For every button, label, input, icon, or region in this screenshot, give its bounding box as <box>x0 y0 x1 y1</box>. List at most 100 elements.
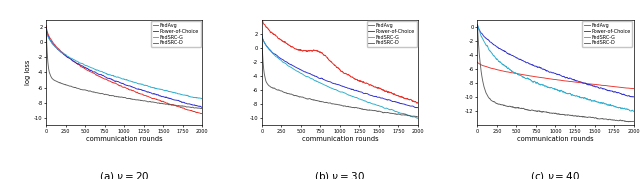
FedAvg <box>194 111 202 113</box>
FedAvg <box>198 113 206 115</box>
FedSRC-D <box>596 118 604 120</box>
Line: FedSRC-D: FedSRC-D <box>477 25 634 122</box>
FedSRC-G <box>165 90 173 93</box>
Power-of-Choice <box>258 34 266 36</box>
FedSRC-D <box>630 120 637 122</box>
FedAvg <box>258 17 266 20</box>
FedSRC-D <box>625 120 633 123</box>
FedAvg <box>330 63 337 66</box>
Power-of-Choice <box>628 96 636 98</box>
FedAvg <box>414 102 422 104</box>
FedAvg <box>545 78 553 80</box>
Line: FedAvg: FedAvg <box>262 18 418 103</box>
Power-of-Choice <box>625 95 633 97</box>
FedSRC-G <box>550 87 557 90</box>
FedAvg <box>381 90 388 92</box>
FedAvg <box>630 88 637 90</box>
FedAvg <box>410 100 417 102</box>
FedAvg <box>198 113 206 115</box>
FedSRC-G <box>258 34 266 36</box>
FedSRC-D <box>474 24 481 26</box>
FedAvg <box>474 61 481 63</box>
FedSRC-D <box>550 112 557 114</box>
Text: (c) $\nu = 40$: (c) $\nu = 40$ <box>531 170 580 179</box>
FedSRC-G <box>194 97 202 99</box>
Power-of-Choice <box>481 37 489 39</box>
Power-of-Choice <box>625 95 633 97</box>
X-axis label: communication rounds: communication rounds <box>517 136 594 142</box>
FedAvg <box>410 100 417 102</box>
Power-of-Choice <box>118 82 126 84</box>
Power-of-Choice <box>51 44 58 47</box>
Line: FedSRC-D: FedSRC-D <box>46 27 202 109</box>
FedAvg <box>481 65 489 67</box>
Text: (a) $\nu = 20$: (a) $\nu = 20$ <box>99 170 150 179</box>
Legend: FedAvg, Power-of-Choice, FedSRC-G, FedSRC-D: FedAvg, Power-of-Choice, FedSRC-G, FedSR… <box>367 21 417 47</box>
FedSRC-G <box>266 49 273 51</box>
FedSRC-D <box>266 85 273 87</box>
FedSRC-D <box>258 34 266 36</box>
FedSRC-G <box>118 78 126 80</box>
X-axis label: communication rounds: communication rounds <box>301 136 378 142</box>
Power-of-Choice <box>550 72 557 74</box>
FedSRC-D <box>194 107 202 109</box>
Line: FedSRC-G: FedSRC-G <box>262 35 418 118</box>
FedAvg <box>596 84 604 86</box>
Power-of-Choice <box>545 71 553 73</box>
FedSRC-D <box>198 107 206 109</box>
Line: FedSRC-G: FedSRC-G <box>46 30 202 99</box>
FedAvg <box>194 112 202 114</box>
Power-of-Choice <box>42 27 50 29</box>
Legend: FedAvg, Power-of-Choice, FedSRC-G, FedSRC-D: FedAvg, Power-of-Choice, FedSRC-G, FedSR… <box>582 21 632 47</box>
Line: FedAvg: FedAvg <box>477 62 634 89</box>
Power-of-Choice <box>630 96 637 98</box>
FedAvg <box>413 102 421 104</box>
FedSRC-G <box>51 44 58 47</box>
Power-of-Choice <box>413 107 420 109</box>
FedSRC-G <box>198 98 206 100</box>
FedAvg <box>625 87 633 89</box>
X-axis label: communication rounds: communication rounds <box>86 136 163 142</box>
FedSRC-D <box>381 111 388 113</box>
Line: Power-of-Choice: Power-of-Choice <box>477 25 634 97</box>
Power-of-Choice <box>165 97 173 99</box>
Power-of-Choice <box>194 105 202 107</box>
FedSRC-D <box>194 107 202 109</box>
FedAvg <box>51 43 58 45</box>
FedSRC-G <box>474 23 481 25</box>
FedSRC-D <box>545 112 553 114</box>
FedAvg <box>266 30 273 32</box>
FedSRC-D <box>330 103 337 105</box>
Power-of-Choice <box>596 87 604 89</box>
FedSRC-G <box>410 116 417 118</box>
FedSRC-D <box>118 96 126 98</box>
FedSRC-D <box>334 103 342 106</box>
FedSRC-G <box>410 116 417 118</box>
FedSRC-D <box>413 116 421 118</box>
FedSRC-D <box>197 108 205 110</box>
Power-of-Choice <box>410 105 417 108</box>
Power-of-Choice <box>330 82 337 84</box>
Line: FedSRC-G: FedSRC-G <box>477 24 634 112</box>
FedSRC-D <box>410 115 417 117</box>
FedSRC-D <box>410 115 417 117</box>
FedAvg <box>118 86 126 88</box>
FedSRC-D <box>165 104 173 106</box>
Line: Power-of-Choice: Power-of-Choice <box>262 35 418 108</box>
FedSRC-D <box>481 90 489 92</box>
FedSRC-G <box>481 43 489 45</box>
FedSRC-G <box>330 88 337 90</box>
Line: Power-of-Choice: Power-of-Choice <box>46 28 202 108</box>
Y-axis label: log loss: log loss <box>25 60 31 85</box>
Line: FedAvg: FedAvg <box>46 25 202 114</box>
FedAvg <box>114 84 122 86</box>
FedSRC-G <box>194 97 202 99</box>
Power-of-Choice <box>381 98 388 100</box>
FedSRC-D <box>51 79 58 81</box>
Power-of-Choice <box>194 105 202 107</box>
FedSRC-D <box>114 96 122 98</box>
FedAvg <box>625 87 633 89</box>
FedSRC-G <box>414 117 422 120</box>
Line: FedSRC-D: FedSRC-D <box>262 35 418 117</box>
Legend: FedAvg, Power-of-Choice, FedSRC-G, FedSRC-D: FedAvg, Power-of-Choice, FedSRC-G, FedSR… <box>151 21 201 47</box>
